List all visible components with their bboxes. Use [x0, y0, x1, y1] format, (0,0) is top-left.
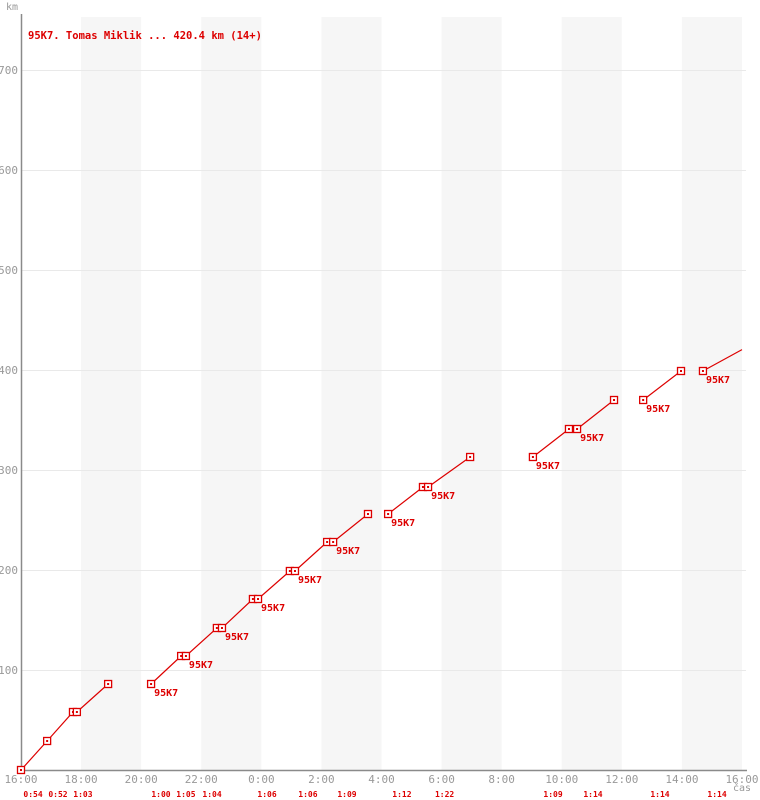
y-tick-label: 700 — [0, 64, 18, 77]
x-tick-label: 10:00 — [545, 773, 578, 786]
shaded-band — [441, 17, 502, 770]
x-tick-label: 2:00 — [308, 773, 335, 786]
x-axis-unit-label: čas — [733, 783, 752, 794]
y-tick-label: 600 — [0, 164, 18, 177]
data-point-center-dot — [150, 683, 153, 685]
data-point-center-dot — [366, 513, 369, 515]
series-label: 95K7 — [706, 375, 730, 386]
series-label: 95K7 — [336, 546, 360, 557]
lap-duration-label: 1:09 — [543, 790, 562, 799]
data-point-center-dot — [613, 399, 616, 401]
series-label: 95K7 — [189, 660, 213, 671]
lap-duration-label: 1:09 — [337, 790, 356, 799]
data-point-center-dot — [107, 683, 110, 685]
lap-duration-label: 1:06 — [257, 790, 276, 799]
series-label: 95K7 — [391, 518, 415, 529]
lap-duration-label: 0:54 — [23, 790, 42, 799]
y-tick-label: 100 — [0, 664, 18, 677]
data-point-center-dot — [220, 627, 223, 629]
y-axis-unit-label: km — [6, 2, 19, 13]
shaded-band — [201, 17, 262, 770]
series-label: 95K7 — [298, 575, 322, 586]
data-point-center-dot — [427, 486, 430, 488]
distance-line-segment — [702, 349, 743, 372]
y-tick-label: 300 — [0, 464, 18, 477]
x-tick-label: 0:00 — [248, 773, 275, 786]
y-tick-label: 500 — [0, 264, 18, 277]
shaded-band — [681, 17, 742, 770]
data-point-center-dot — [701, 370, 704, 372]
data-point-center-dot — [332, 541, 335, 543]
data-point-center-dot — [215, 627, 218, 629]
data-point-center-dot — [642, 399, 645, 401]
shaded-band — [321, 17, 382, 770]
lap-duration-label: 1:04 — [202, 790, 221, 799]
x-tick-label: 14:00 — [665, 773, 698, 786]
data-point-center-dot — [288, 570, 291, 572]
data-point-center-dot — [46, 740, 49, 742]
x-tick-label: 12:00 — [605, 773, 638, 786]
x-tick-label: 16:00 — [725, 773, 758, 786]
series-label: 95K7 — [261, 603, 285, 614]
lap-duration-label: 1:05 — [176, 790, 195, 799]
lap-duration-label: 1:12 — [392, 790, 411, 799]
series-label: 95K7 — [646, 404, 670, 415]
x-tick-label: 6:00 — [428, 773, 455, 786]
x-tick-label: 4:00 — [368, 773, 395, 786]
lap-duration-label: 1:03 — [73, 790, 92, 799]
x-tick-label: 16:00 — [4, 773, 37, 786]
lap-duration-label: 1:14 — [707, 790, 726, 799]
data-point-center-dot — [180, 655, 183, 657]
data-point-center-dot — [326, 541, 329, 543]
lap-duration-label: 0:52 — [48, 790, 67, 799]
distance-line-segment — [642, 370, 682, 401]
series-label: 95K7 — [536, 461, 560, 472]
data-point-center-dot — [75, 711, 78, 713]
data-point-center-dot — [680, 370, 683, 372]
series-label: 95K7 — [225, 632, 249, 643]
x-tick-label: 18:00 — [65, 773, 98, 786]
data-point-center-dot — [20, 769, 22, 771]
lap-duration-label: 1:22 — [435, 790, 454, 799]
chart-title: 95K7. Tomas Miklik ... 420.4 km (14+) — [28, 30, 262, 42]
x-tick-label: 8:00 — [488, 773, 515, 786]
data-point-center-dot — [251, 598, 254, 600]
series-label: 95K7 — [431, 491, 455, 502]
data-point-center-dot — [184, 655, 187, 657]
series-label: 95K7 — [580, 433, 604, 444]
y-tick-label: 200 — [0, 564, 18, 577]
lap-duration-label: 1:14 — [583, 790, 602, 799]
shaded-band — [561, 17, 622, 770]
data-point-center-dot — [469, 456, 472, 458]
shaded-band — [81, 17, 142, 770]
x-tick-label: 20:00 — [125, 773, 158, 786]
data-point-center-dot — [387, 513, 390, 515]
lap-duration-label: 1:06 — [298, 790, 317, 799]
data-point-center-dot — [531, 456, 534, 458]
data-point-center-dot — [257, 598, 260, 600]
data-point-center-dot — [293, 570, 296, 572]
y-tick-label: 400 — [0, 364, 18, 377]
lap-duration-label: 1:00 — [151, 790, 170, 799]
series-label: 95K7 — [154, 688, 178, 699]
data-point-center-dot — [567, 428, 570, 430]
data-point-center-dot — [421, 486, 424, 488]
lap-duration-label: 1:14 — [650, 790, 669, 799]
x-tick-label: 22:00 — [185, 773, 218, 786]
data-point-center-dot — [576, 428, 579, 430]
